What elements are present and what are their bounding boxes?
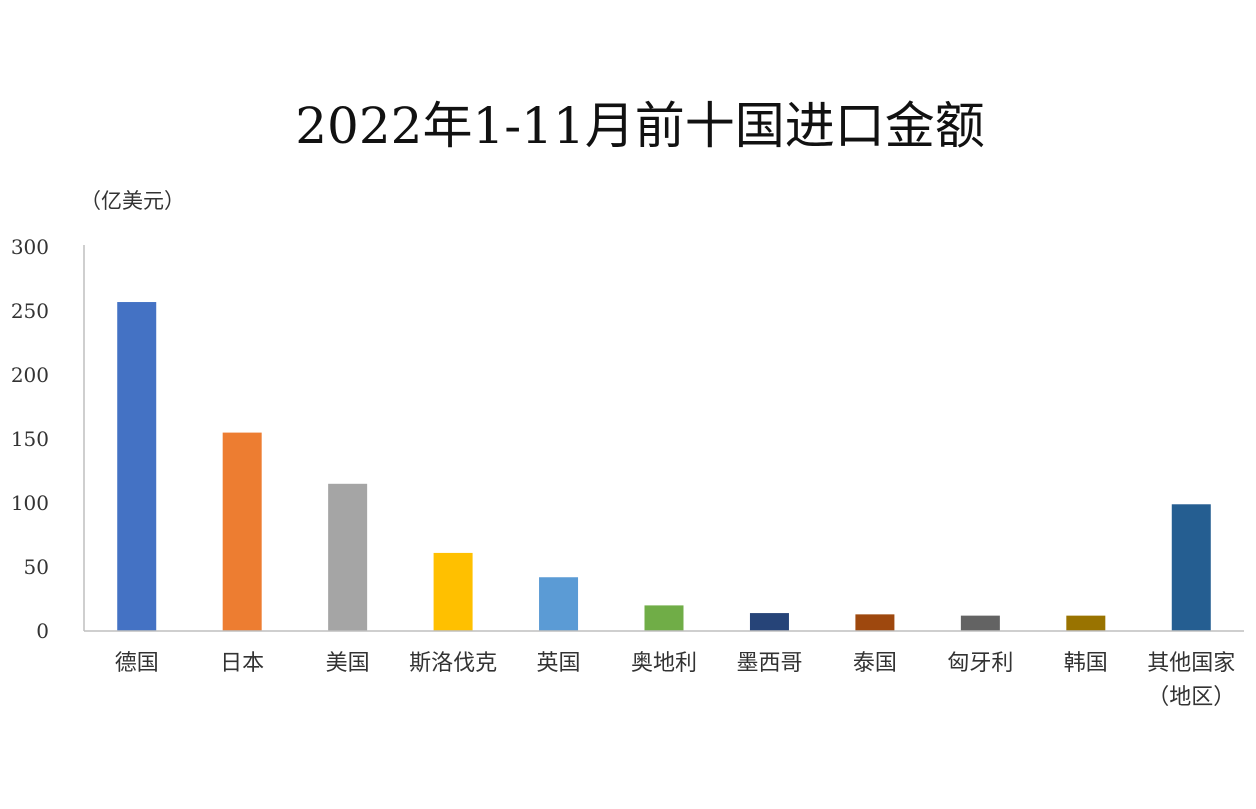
y-tick-label: 150: [11, 427, 49, 451]
x-tick-label-line: 英国: [537, 651, 581, 676]
x-tick-label: 德国: [115, 651, 159, 676]
x-tick-label-line: 德国: [115, 651, 159, 676]
x-tick-label-line: 其他国家: [1147, 651, 1235, 676]
x-tick-label: 斯洛伐克: [409, 651, 497, 676]
x-tick-label-line: 韩国: [1064, 651, 1108, 676]
x-tick-label: 墨西哥: [736, 651, 802, 676]
y-axis: 0 50 100 150 200 250 300: [11, 235, 85, 643]
x-tick-label-line: 匈牙利: [947, 651, 1013, 676]
x-tick-label: 美国: [326, 651, 370, 676]
bar: [1171, 504, 1211, 631]
bars: [117, 302, 1211, 631]
x-tick-label: 泰国: [853, 651, 897, 676]
x-tick-label: 奥地利: [631, 651, 697, 676]
x-tick-label: 日本: [220, 651, 264, 676]
x-tick-label-line: （地区）: [1147, 685, 1235, 710]
y-tick-label: 200: [11, 363, 49, 387]
bar: [855, 614, 895, 631]
bar: [749, 613, 789, 631]
y-tick-label: 300: [11, 235, 49, 259]
x-tick-label-line: 日本: [220, 651, 264, 676]
bar: [539, 577, 579, 631]
x-tick-label: 英国: [537, 651, 581, 676]
bar: [328, 483, 368, 631]
x-tick-label-line: 墨西哥: [736, 651, 802, 676]
x-tick-label-line: 奥地利: [631, 651, 697, 676]
bar: [960, 615, 1000, 631]
bar: [1066, 615, 1106, 631]
unit-label: （亿美元）: [80, 189, 185, 213]
y-tick-label: 250: [11, 299, 49, 323]
bar: [433, 552, 473, 631]
x-axis: 德国 日本 美国 斯洛伐克 英国 奥地利 墨西哥 泰国 匈牙利 韩国 其他国家 （地区）: [84, 630, 1244, 710]
y-tick-label: 100: [11, 491, 49, 515]
x-tick-label: 匈牙利: [947, 651, 1013, 676]
y-tick-label: 0: [36, 619, 49, 643]
bar: [644, 605, 684, 631]
y-tick-label: 50: [24, 555, 49, 579]
x-tick-label: 韩国: [1064, 651, 1108, 676]
bar: [117, 302, 157, 631]
x-tick-label-line: 泰国: [853, 651, 897, 676]
x-tick-label: 其他国家 （地区）: [1147, 651, 1235, 710]
bar: [222, 432, 262, 631]
chart-title: 2022年1-11月前十国进口金额: [295, 97, 985, 155]
x-tick-label-line: 美国: [326, 651, 370, 676]
x-tick-label-line: 斯洛伐克: [409, 651, 497, 676]
